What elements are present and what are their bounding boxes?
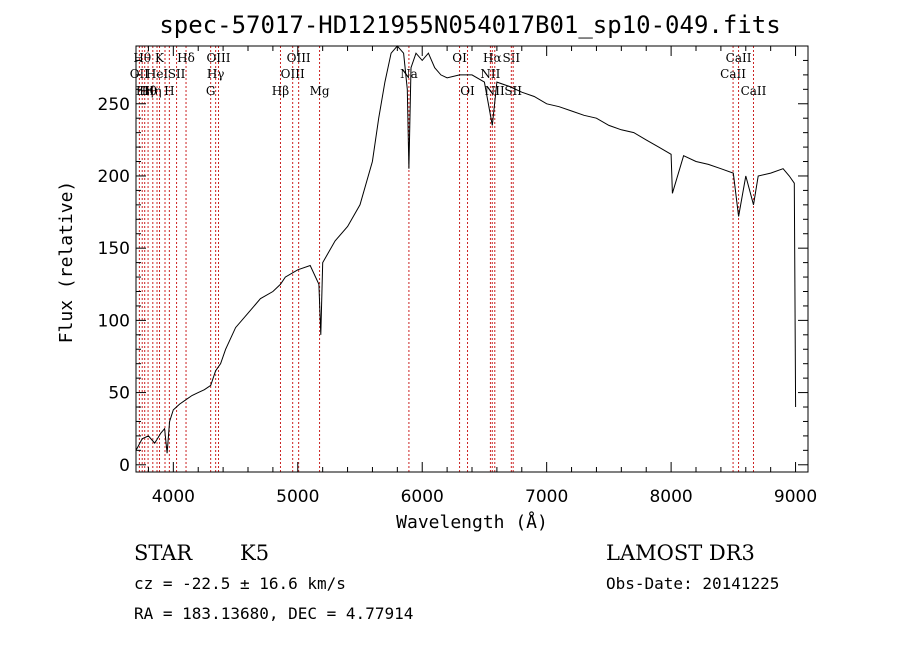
x-axis-label: Wavelength (Å) [396,511,548,533]
marker-label: OIII [206,51,230,65]
marker-label: SII [504,84,522,98]
marker-label: CaII [720,67,746,81]
x-tick-label: 6000 [401,487,444,507]
marker-label: Hη [136,84,154,98]
redshift-line: cz = -22.5 ± 16.6 km/s [134,574,346,593]
marker-label: SII [168,67,186,81]
plot-frame [135,45,809,473]
y-tick-label: 150 [98,239,130,259]
x-tick-label: 8000 [649,487,692,507]
marker-label: H [164,84,174,98]
y-axis-ticks: 0 50 100 150 200 250 [98,59,808,476]
spectrum-line [135,45,797,454]
marker-label: Hβ [272,84,289,98]
x-tick-label: 9000 [774,487,817,507]
object-class: STAR [134,541,193,565]
marker-label: HeI [146,67,169,81]
object-subclass: K5 [240,541,269,565]
y-tick-label: 250 [98,95,130,115]
marker-label: SII [502,51,520,65]
marker-label: K [155,51,165,65]
marker-label: OI [452,51,467,65]
y-axis-label: Flux (relative) [56,181,77,344]
x-axis-ticks: 4000 5000 6000 7000 8000 9000 [147,46,817,507]
marker-label: G [206,84,216,98]
marker-label: Hα [483,51,502,65]
marker-label: OI [460,84,475,98]
x-tick-label: 7000 [525,487,568,507]
survey-name: LAMOST DR3 [606,541,755,565]
marker-label: Mg [310,84,330,98]
marker-label: Hη [144,84,162,98]
marker-label: Hγ [207,67,225,81]
marker-label: Hδ [177,51,195,65]
marker-label: CaII [726,51,752,65]
radec-line: RA = 183.13680, DEC = 4.77914 [134,604,413,623]
obs-date: Obs-Date: 20141225 [606,574,779,593]
x-tick-label: 4000 [152,487,195,507]
marker-label: Na [400,67,418,81]
marker-label: OIII [287,51,311,65]
y-tick-label: 0 [119,456,130,476]
marker-label: OIII [281,67,305,81]
y-tick-label: 200 [98,167,130,187]
marker-label: CaII [741,84,767,98]
marker-label: NII [485,84,505,98]
marker-label: Hθ [133,51,151,65]
marker-label: NII [480,67,500,81]
spectrum-series [135,45,797,454]
y-tick-label: 50 [108,384,130,404]
y-tick-label: 100 [98,311,130,331]
x-tick-label: 5000 [276,487,319,507]
chart-title: spec-57017-HD121955N054017B01_sp10-049.f… [159,11,780,39]
line-markers: OIIHθHηHθHηHeIKHSIIHδGHγOIIIHβOIIIOIIIMg… [130,46,767,472]
